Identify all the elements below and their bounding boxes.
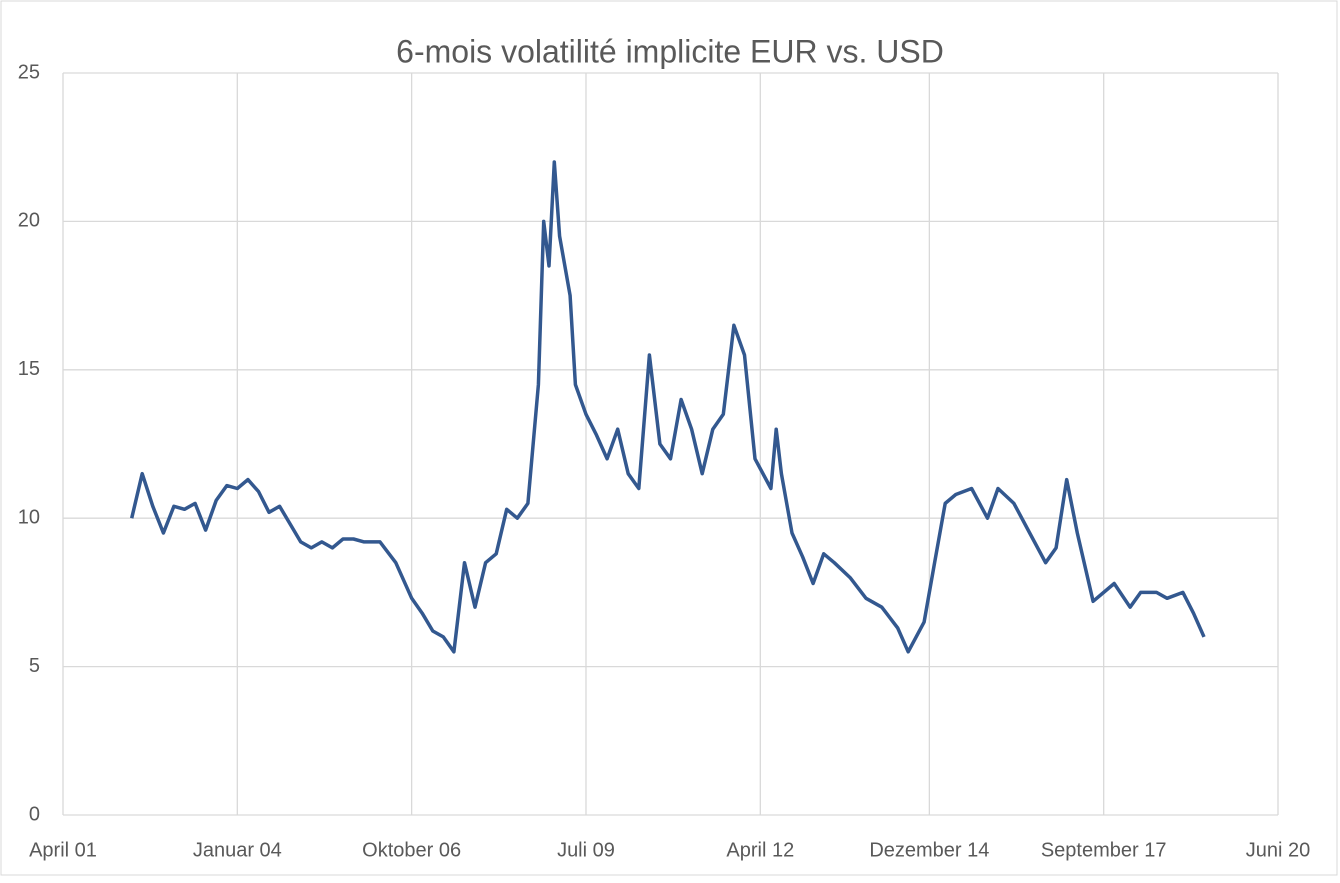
y-tick-label: 10 [18,506,40,528]
x-tick-label: Dezember 14 [869,839,989,861]
x-tick-label: September 17 [1041,839,1167,861]
x-tick-label: April 01 [29,839,97,861]
y-tick-label: 20 [18,210,40,232]
y-tick-label: 0 [29,803,40,825]
chart-title: 6-mois volatilité implicite EUR vs. USD [396,33,944,69]
x-tick-label: April 12 [726,839,794,861]
y-tick-label: 15 [18,358,40,380]
x-tick-label: Oktober 06 [362,839,461,861]
y-tick-label: 25 [18,61,40,83]
x-tick-label: Juni 20 [1246,839,1311,861]
x-tick-label: Januar 04 [193,839,282,861]
data-line [129,160,1206,654]
y-tick-label: 5 [29,655,40,677]
x-tick-label: Juli 09 [557,839,615,861]
